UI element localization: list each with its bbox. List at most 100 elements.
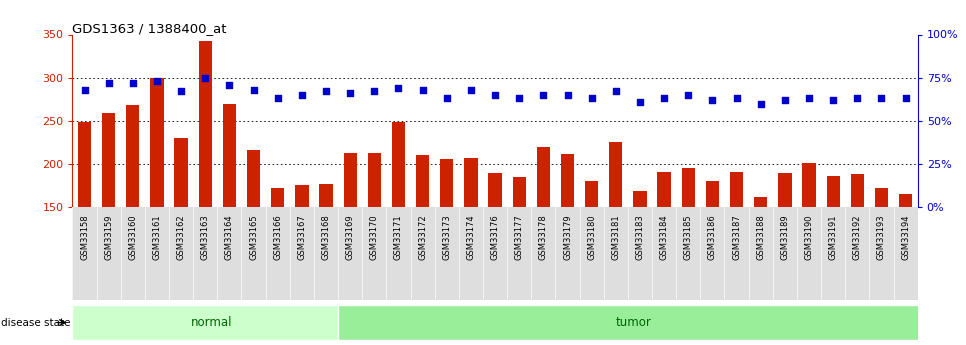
Text: GSM33160: GSM33160 — [128, 215, 137, 260]
Point — [512, 96, 527, 101]
Text: GSM33167: GSM33167 — [298, 215, 306, 260]
Bar — [368, 152, 381, 336]
Bar — [440, 159, 453, 336]
Point — [873, 96, 889, 101]
Bar — [875, 188, 888, 336]
Text: GSM33194: GSM33194 — [901, 215, 910, 260]
Bar — [851, 174, 864, 336]
Bar — [72, 305, 338, 340]
Text: tumor: tumor — [616, 316, 652, 329]
Point — [197, 75, 213, 80]
Point — [342, 90, 357, 96]
Point — [753, 101, 768, 106]
Bar — [320, 184, 332, 336]
Bar — [175, 138, 187, 336]
Point — [632, 99, 647, 105]
Point — [301, 286, 317, 292]
Text: GSM33180: GSM33180 — [587, 215, 596, 260]
Bar — [102, 113, 115, 336]
Point — [222, 82, 238, 87]
Point — [464, 87, 479, 92]
Text: GSM33162: GSM33162 — [177, 215, 185, 260]
Point — [583, 96, 599, 101]
Text: GSM33177: GSM33177 — [515, 215, 524, 260]
Bar — [513, 177, 526, 336]
Point — [77, 87, 93, 92]
Text: GSM33183: GSM33183 — [636, 215, 644, 260]
Point — [245, 87, 261, 92]
Bar — [803, 163, 815, 336]
Bar — [682, 168, 695, 336]
Text: GSM33170: GSM33170 — [370, 215, 379, 260]
Point — [487, 92, 502, 98]
Text: GSM33172: GSM33172 — [418, 215, 427, 260]
Text: GSM33169: GSM33169 — [346, 215, 355, 260]
Bar — [247, 150, 260, 336]
Bar — [754, 197, 767, 336]
Point — [825, 97, 840, 103]
Text: GSM33192: GSM33192 — [853, 215, 862, 260]
Text: GSM33181: GSM33181 — [611, 215, 620, 260]
Point — [415, 87, 431, 92]
Point — [319, 89, 334, 94]
Text: GSM33185: GSM33185 — [684, 215, 693, 260]
Point — [439, 96, 455, 101]
Text: GSM33163: GSM33163 — [201, 215, 210, 260]
Text: GSM33176: GSM33176 — [491, 215, 499, 260]
Point — [270, 96, 286, 101]
Point — [777, 97, 792, 103]
Bar — [658, 171, 670, 336]
Bar — [561, 155, 574, 336]
Text: GSM33184: GSM33184 — [660, 215, 668, 260]
Point — [126, 80, 141, 86]
Point — [801, 96, 816, 101]
Point — [680, 92, 696, 98]
Text: GSM33164: GSM33164 — [225, 215, 234, 260]
Bar — [271, 188, 284, 336]
Text: GSM33166: GSM33166 — [273, 215, 282, 260]
Bar — [416, 155, 429, 336]
Text: GSM33188: GSM33188 — [756, 215, 765, 260]
Text: GSM33159: GSM33159 — [104, 215, 113, 260]
Text: GDS1363 / 1388400_at: GDS1363 / 1388400_at — [72, 22, 227, 36]
Point — [849, 96, 865, 101]
Bar — [730, 171, 743, 336]
Text: GSM33189: GSM33189 — [781, 215, 789, 260]
Point — [367, 89, 383, 94]
Text: GSM33190: GSM33190 — [805, 215, 813, 260]
Point — [301, 79, 317, 85]
Bar — [392, 122, 405, 336]
Text: GSM33186: GSM33186 — [708, 215, 717, 260]
Text: GSM33178: GSM33178 — [539, 215, 548, 260]
Bar — [78, 122, 91, 336]
Point — [608, 89, 623, 94]
Bar — [610, 142, 622, 336]
Point — [897, 96, 913, 101]
Point — [390, 85, 406, 91]
Text: GSM33161: GSM33161 — [153, 215, 161, 260]
Text: GSM33179: GSM33179 — [563, 215, 572, 260]
Point — [150, 78, 165, 84]
Text: GSM33193: GSM33193 — [877, 215, 886, 260]
Text: GSM33191: GSM33191 — [829, 215, 838, 260]
Bar — [899, 194, 912, 336]
Bar — [634, 191, 646, 336]
Text: normal: normal — [190, 316, 232, 329]
Bar — [779, 172, 791, 336]
Point — [559, 92, 575, 98]
Bar — [199, 41, 212, 336]
Point — [101, 80, 117, 86]
Text: GSM33168: GSM33168 — [322, 215, 330, 260]
Bar — [827, 176, 839, 336]
Text: GSM33174: GSM33174 — [467, 215, 475, 260]
Bar — [127, 105, 139, 336]
Text: disease state: disease state — [1, 318, 71, 327]
Point — [704, 97, 720, 103]
Bar — [296, 186, 308, 336]
Text: GSM33187: GSM33187 — [732, 215, 741, 260]
Bar — [706, 181, 719, 336]
Bar — [151, 79, 163, 336]
Text: GSM33173: GSM33173 — [442, 215, 451, 260]
Point — [728, 96, 744, 101]
Bar — [585, 181, 598, 336]
